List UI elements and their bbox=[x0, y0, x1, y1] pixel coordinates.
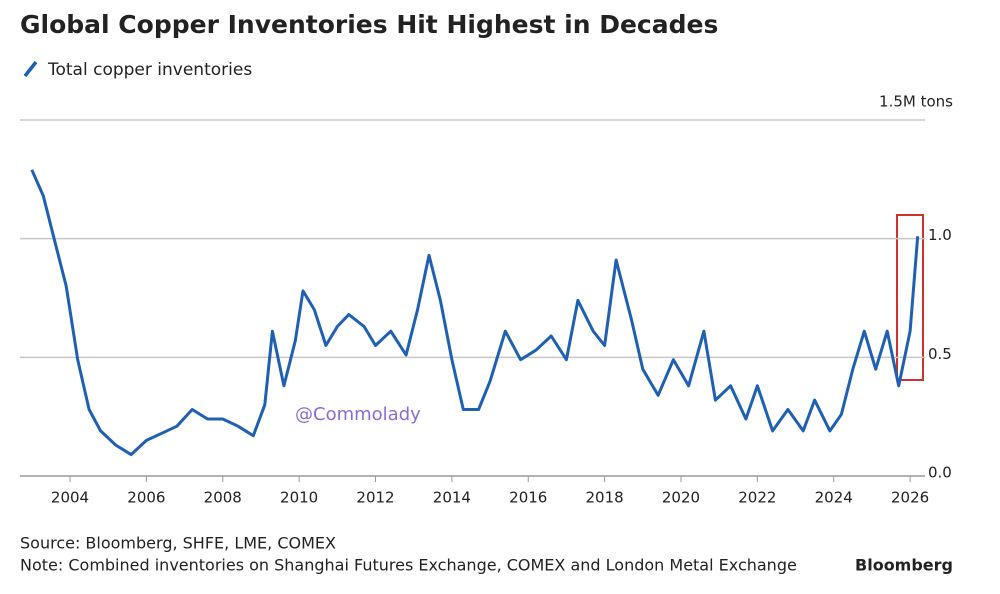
y-tick-label: 0.0 bbox=[928, 464, 952, 482]
x-tick-label: 2026 bbox=[891, 489, 929, 507]
x-tick-label: 2018 bbox=[586, 489, 624, 507]
y-tick-label: 1.0 bbox=[928, 226, 952, 244]
y-tick-label: 0.5 bbox=[928, 345, 952, 363]
source: Source: Bloomberg, SHFE, LME, COMEX bbox=[20, 534, 336, 553]
x-tick-label: 2014 bbox=[433, 489, 471, 507]
x-tick-label: 2010 bbox=[280, 489, 318, 507]
chart-title: Global Copper Inventories Hit Highest in… bbox=[20, 10, 718, 39]
x-tick-label: 2006 bbox=[127, 489, 165, 507]
x-tick-label: 2012 bbox=[356, 489, 394, 507]
note: Note: Combined inventories on Shanghai F… bbox=[20, 556, 797, 575]
series-line bbox=[30, 169, 920, 457]
x-tick-label: 2020 bbox=[662, 489, 700, 507]
annotation: @Commolady bbox=[295, 404, 421, 425]
x-tick-label: 2016 bbox=[509, 489, 547, 507]
legend-label: Total copper inventories bbox=[47, 60, 252, 80]
x-tick-label: 2024 bbox=[815, 489, 853, 507]
highlight-box bbox=[896, 214, 924, 381]
x-tick-label: 2022 bbox=[738, 489, 776, 507]
y-tick-label: 1.5M tons bbox=[879, 93, 953, 111]
brand: Bloomberg bbox=[855, 556, 953, 575]
x-tick-label: 2004 bbox=[51, 489, 89, 507]
x-tick-label: 2008 bbox=[204, 489, 242, 507]
legend-swatch bbox=[23, 60, 38, 78]
